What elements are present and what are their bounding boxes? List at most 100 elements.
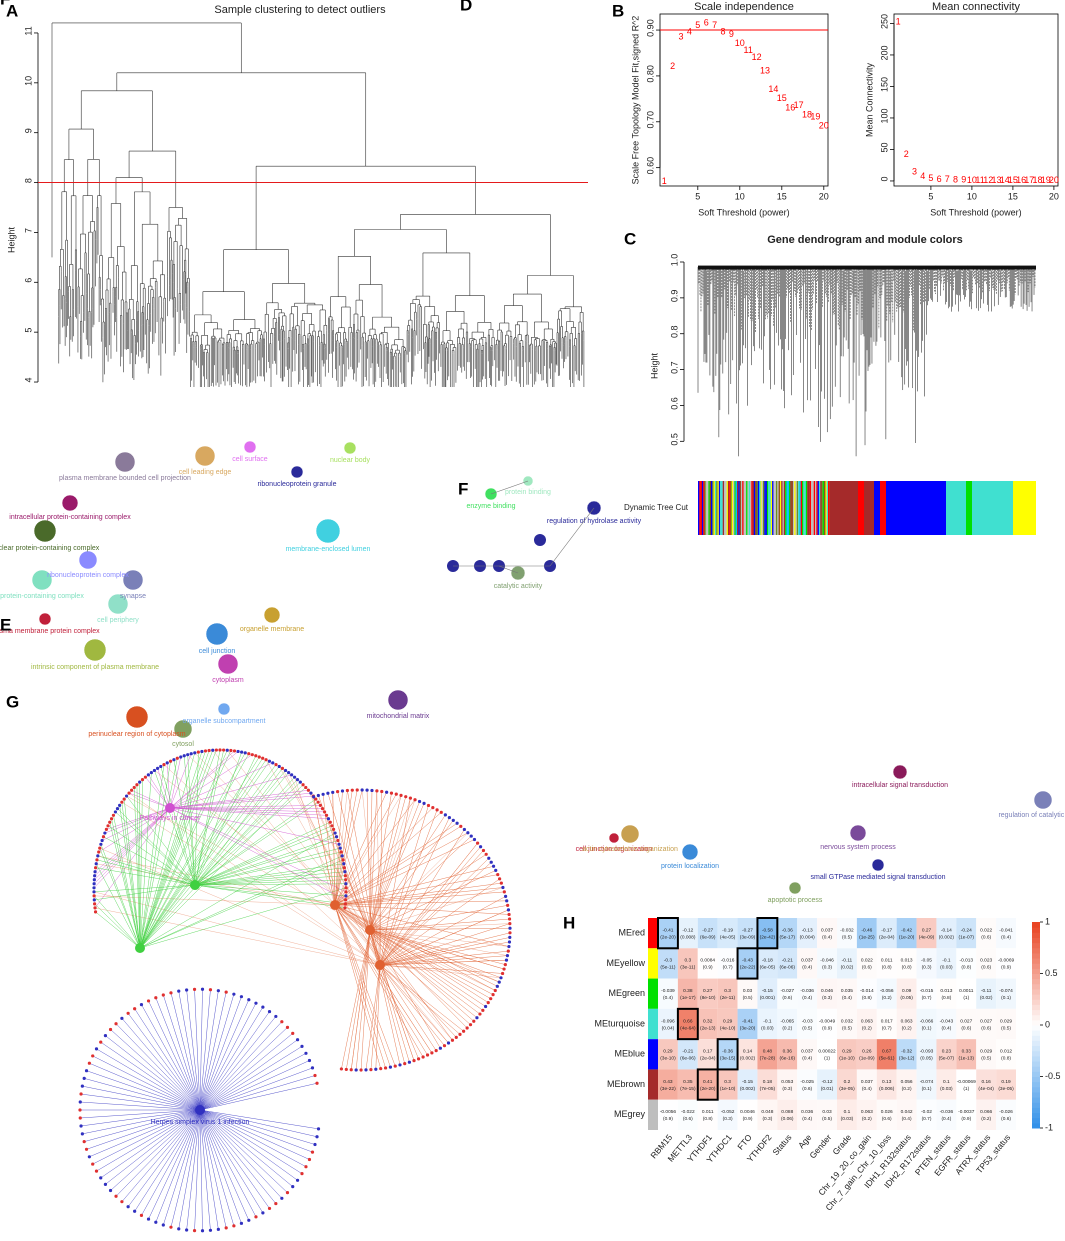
module-block: [858, 481, 864, 535]
spoke: [334, 891, 505, 906]
cell-value: -0.36: [722, 1049, 733, 1055]
gene-node: [222, 748, 226, 752]
cell: [817, 1099, 837, 1130]
spoke: [139, 753, 249, 949]
x-tick-label: 20: [1049, 191, 1059, 201]
gene-node: [466, 831, 470, 835]
spoke: [369, 929, 401, 1065]
spoke: [334, 812, 442, 906]
gene-node: [155, 766, 160, 770]
gene-node: [87, 1155, 91, 1159]
gene-node: [312, 795, 316, 799]
gene-node: [247, 752, 251, 756]
cell-value: 0.035: [841, 988, 853, 994]
module-stripe: [742, 481, 744, 535]
gene-node: [388, 1065, 393, 1069]
gene-node: [103, 1182, 108, 1186]
node-label: cell leading edge: [179, 469, 232, 476]
cell-pvalue: (6e-09): [700, 934, 716, 940]
module-stripe: [712, 481, 714, 535]
gene-node: [91, 1162, 95, 1166]
colorbar-step: [1032, 1019, 1040, 1026]
point-label: 15: [777, 93, 787, 103]
cell-value: -0.21: [682, 1049, 693, 1055]
gene-node: [179, 755, 183, 759]
cell-value: -0.065: [780, 1018, 794, 1024]
node: [315, 518, 341, 544]
spoke: [194, 884, 346, 909]
colorbar-step: [1032, 1025, 1040, 1031]
spoke: [93, 895, 141, 949]
node-label: plasma membrane protein complex: [0, 628, 100, 635]
gene-node: [425, 1053, 430, 1057]
spoke: [194, 768, 283, 886]
spoke: [369, 929, 474, 1022]
spoke: [115, 811, 196, 886]
cell: [658, 918, 678, 949]
gene-node: [430, 1051, 434, 1055]
colorbar-step: [1032, 952, 1040, 959]
cell-value: 0.1: [844, 1109, 851, 1115]
highlight-box: [657, 917, 679, 950]
spoke: [379, 937, 510, 966]
node-label: organelle membrane: [240, 626, 304, 633]
spoke: [194, 801, 319, 886]
cell: [936, 1008, 957, 1040]
gene-node: [92, 894, 96, 898]
x-tick-label: 15: [777, 191, 787, 201]
gene-node: [214, 748, 218, 752]
cell-pvalue: (0.4): [902, 1116, 912, 1122]
cell: [797, 978, 818, 1009]
module-stripe: [769, 481, 771, 535]
cell-pvalue: (3e-11): [680, 965, 696, 971]
spoke: [379, 964, 464, 1032]
gene-node: [114, 1022, 118, 1026]
node: [83, 638, 107, 662]
cell-pvalue: (1e-20): [899, 934, 915, 940]
point-label: 20: [819, 121, 829, 131]
spoke: [95, 911, 141, 949]
gene-node: [274, 763, 278, 767]
node-label: nervous system process: [820, 844, 896, 851]
cell-value: -0.42: [901, 927, 912, 933]
spoke: [166, 762, 171, 809]
cell-value: 0.027: [960, 1018, 972, 1024]
module-stripe: [760, 481, 762, 535]
gene-node: [114, 1194, 118, 1198]
gene-node: [91, 1054, 95, 1058]
node-label: small GTPase mediated signal transductio…: [810, 874, 945, 881]
module-stripe: [733, 481, 735, 535]
spoke: [81, 1109, 201, 1127]
spoke: [183, 755, 196, 886]
spoke: [94, 807, 171, 872]
cell-value: 0.13: [882, 1079, 892, 1085]
cell-pvalue: (0.04): [662, 1025, 675, 1031]
module-stripe: [726, 481, 728, 535]
gene-tree: [697, 265, 1036, 457]
cell-pvalue: (1e-07): [959, 934, 975, 940]
gene-node: [450, 1038, 455, 1042]
spoke: [199, 994, 235, 1111]
cell-pvalue: (0.4): [663, 995, 673, 1001]
cell: [697, 1099, 718, 1130]
module-stripe: [755, 481, 757, 535]
hub-label: Pathways in cancer: [140, 815, 201, 822]
cell-pvalue: (0.5): [842, 934, 852, 940]
point-label: 17: [794, 100, 804, 110]
gene-node: [342, 866, 346, 870]
spoke: [360, 929, 371, 1071]
chart-title: Mean connectivity: [932, 1, 1021, 13]
cell-pvalue: (0.4): [842, 995, 852, 1001]
cell-pvalue: (0.9): [703, 965, 713, 971]
spoke: [194, 772, 289, 886]
cell-value: -0.21: [782, 958, 793, 964]
cell-pvalue: (0.8): [902, 965, 912, 971]
y-tick-label: 100: [879, 108, 889, 123]
gene-node: [280, 766, 285, 770]
cell-value: -0.0037: [958, 1109, 975, 1115]
cell: [837, 918, 857, 949]
cell: [876, 1039, 897, 1070]
gene-node: [149, 770, 153, 775]
module-stripe: [770, 481, 773, 535]
spoke: [99, 848, 141, 949]
